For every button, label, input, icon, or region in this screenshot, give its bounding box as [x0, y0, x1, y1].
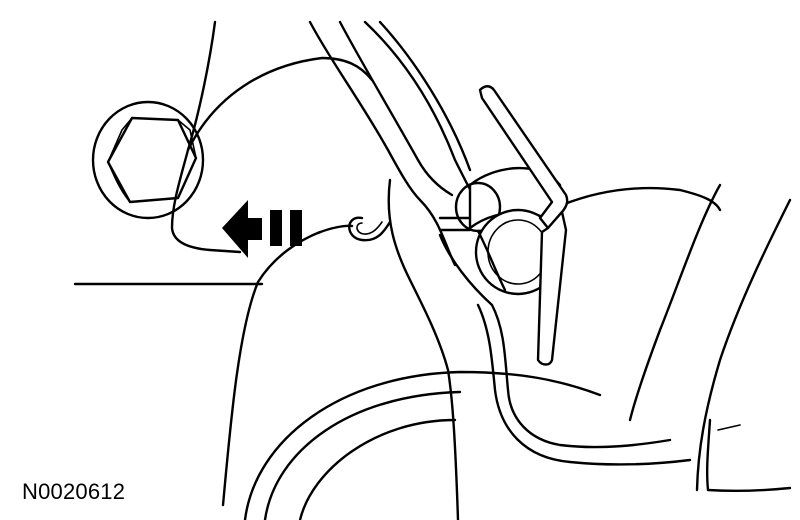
caliper-body — [170, 20, 457, 267]
hex-bolt — [91, 100, 205, 220]
allen-key — [478, 85, 569, 366]
retaining-clip — [316, 216, 392, 242]
direction-arrow — [222, 200, 302, 258]
figure-id-label: N0020612 — [22, 479, 126, 504]
guide-pin — [438, 166, 562, 296]
caliper-bracket — [363, 20, 792, 520]
